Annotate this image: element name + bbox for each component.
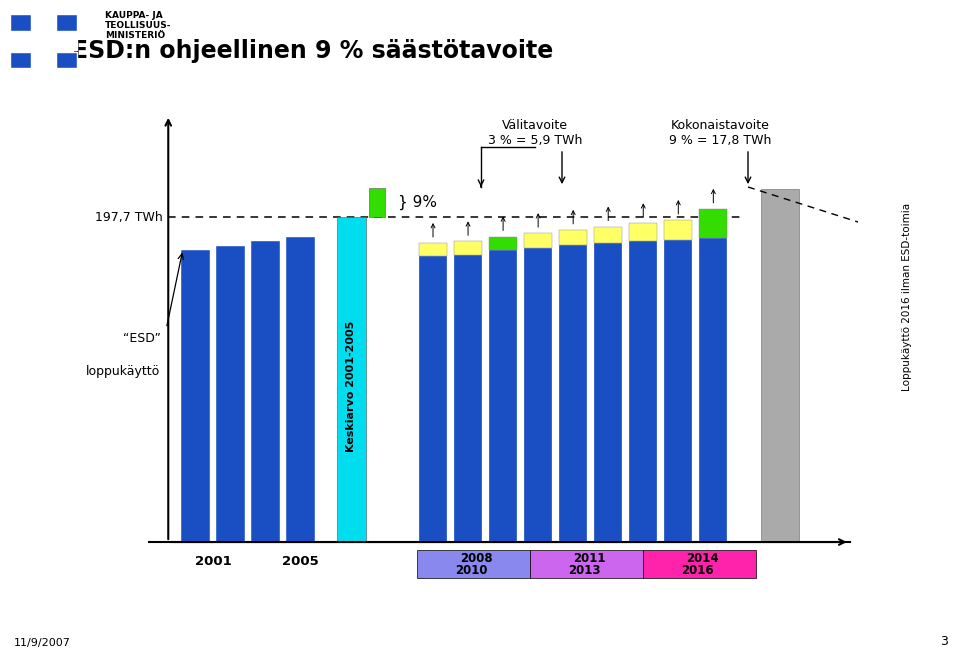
Bar (643, 551, 756, 578)
Text: 2005: 2005 (282, 555, 319, 568)
Bar (57, 52, 77, 68)
Bar (454, 242, 482, 254)
Text: } 9%: } 9% (398, 195, 437, 210)
Bar (418, 551, 530, 578)
Bar (180, 250, 210, 542)
Bar (57, 33, 77, 50)
Bar (419, 243, 447, 256)
Bar (489, 250, 517, 542)
Bar (251, 242, 280, 542)
Bar (419, 256, 447, 542)
Text: Välitavoite
3 % = 5,9 TWh: Välitavoite 3 % = 5,9 TWh (488, 119, 582, 147)
Text: 2010: 2010 (455, 564, 488, 577)
Text: 2001: 2001 (195, 555, 231, 568)
Bar (454, 254, 482, 542)
Bar (216, 246, 245, 542)
Bar (699, 238, 728, 542)
Text: 2008: 2008 (460, 552, 492, 564)
Bar (760, 189, 799, 542)
Text: 11/9/2007: 11/9/2007 (14, 638, 71, 648)
Bar (34, 14, 54, 31)
Bar (34, 52, 54, 68)
Bar (559, 245, 588, 542)
Bar (559, 230, 588, 245)
Bar (286, 237, 315, 542)
Bar (594, 227, 622, 243)
Text: Keskiarvo 2001-2005: Keskiarvo 2001-2005 (347, 321, 356, 451)
Bar (524, 248, 552, 542)
Bar (629, 242, 658, 542)
Bar (11, 33, 31, 50)
Bar (11, 52, 31, 68)
Text: 2011: 2011 (573, 552, 606, 564)
Text: Kokonaistavoite
9 % = 17,8 TWh: Kokonaistavoite 9 % = 17,8 TWh (669, 119, 771, 147)
Bar (629, 223, 658, 242)
Bar (524, 233, 552, 248)
Bar (11, 14, 31, 31)
Text: TEOLLISUUS-: TEOLLISUUS- (105, 21, 172, 30)
Bar (57, 14, 77, 31)
Text: loppukäyttö: loppukäyttö (86, 365, 160, 378)
Bar (699, 209, 728, 238)
Bar (34, 33, 54, 50)
Bar (664, 220, 692, 240)
Bar (664, 240, 692, 542)
Text: 3: 3 (940, 635, 948, 648)
Text: KAUPPA- JA: KAUPPA- JA (105, 11, 163, 20)
Text: 2016: 2016 (681, 564, 713, 577)
Bar (489, 237, 517, 250)
Text: ESD:n ohjeellinen 9 % säästötavoite: ESD:n ohjeellinen 9 % säästötavoite (72, 39, 553, 63)
Bar (337, 217, 366, 542)
Text: “ESD”: “ESD” (123, 332, 160, 345)
Text: 2014: 2014 (686, 552, 719, 564)
Text: MINISTERIÖ: MINISTERIÖ (105, 31, 165, 40)
Text: 197,7 TWh: 197,7 TWh (95, 211, 162, 224)
Bar (369, 188, 385, 217)
Bar (594, 243, 622, 542)
Text: 2013: 2013 (568, 564, 600, 577)
Text: Loppukäyttö 2016 ilman ESD-toimia: Loppukäyttö 2016 ilman ESD-toimia (902, 203, 912, 391)
Bar (530, 551, 643, 578)
